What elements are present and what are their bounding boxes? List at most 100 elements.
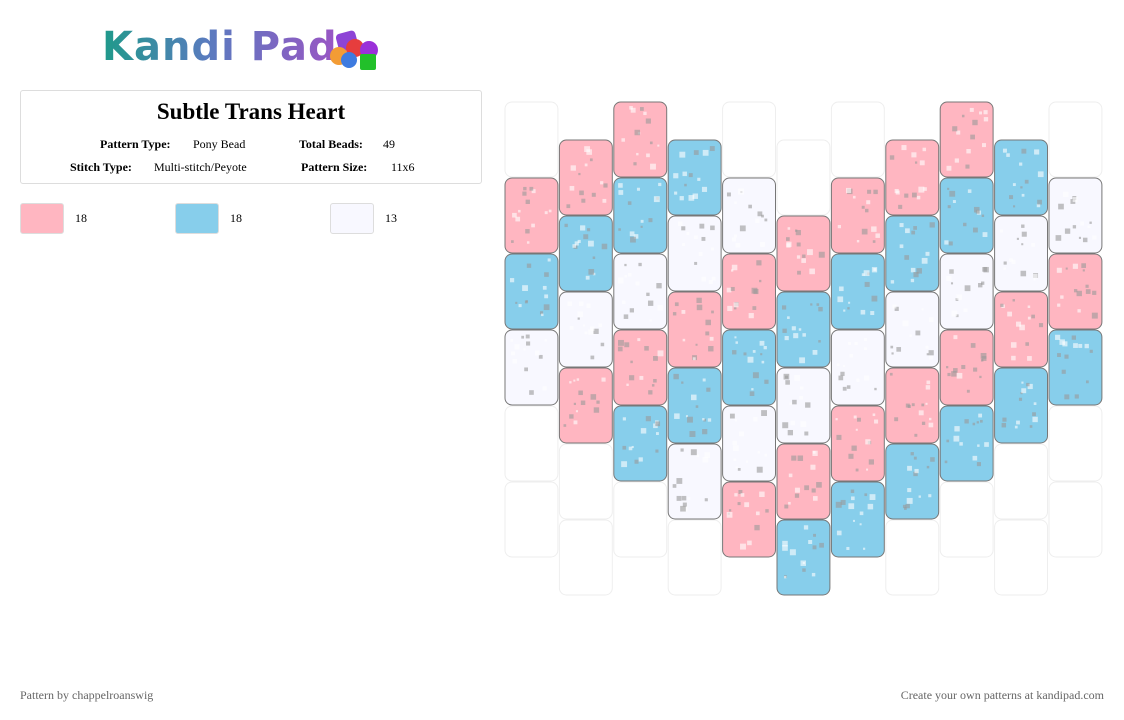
- bead-speckle: [1057, 353, 1061, 358]
- bead-speckle: [979, 375, 982, 379]
- bead-speckle: [802, 333, 806, 337]
- bead-speckle: [733, 234, 737, 238]
- bead-speckle: [584, 146, 591, 153]
- footer-link[interactable]: Create your own patterns at kandipad.com: [900, 688, 1104, 702]
- bead-speckle: [910, 452, 914, 456]
- logo[interactable]: Kandi Pad: [102, 24, 338, 70]
- bead-speckle: [564, 223, 568, 228]
- bead-speckle: [635, 281, 640, 286]
- bead-speckle: [639, 375, 644, 380]
- bead-speckle: [845, 187, 852, 194]
- bead-speckle: [848, 503, 855, 510]
- bead-speckle: [655, 421, 661, 427]
- bead-speckle: [644, 346, 649, 351]
- bead-speckle: [921, 308, 924, 311]
- bead-speckle: [1085, 284, 1089, 288]
- bead-speckle: [580, 400, 586, 406]
- bead-speckle: [764, 379, 769, 384]
- bead-speckle: [857, 417, 861, 422]
- bead-speckle: [699, 223, 705, 229]
- bead-speckle: [861, 228, 868, 235]
- bead-speckle: [1029, 425, 1033, 428]
- footer-credit: Pattern by chappelroanswig: [20, 688, 154, 702]
- bead-speckle: [687, 416, 693, 423]
- bead-speckle: [1024, 179, 1029, 184]
- bead-speckle: [577, 311, 583, 317]
- bead-speckle: [981, 214, 985, 218]
- bead-speckle: [951, 310, 958, 317]
- bead-speckle: [692, 193, 699, 199]
- bead-speckle: [703, 418, 706, 422]
- bead-speckle: [617, 346, 623, 352]
- empty-bead: [504, 481, 559, 558]
- bead-speckle: [984, 442, 989, 447]
- bead-speckle: [739, 225, 746, 232]
- bead-speckle: [726, 192, 731, 197]
- bead-speckle: [972, 119, 978, 126]
- bead-speckle: [526, 263, 532, 268]
- bead-speckle: [863, 547, 866, 550]
- bead-speckle: [788, 473, 793, 478]
- bead-speckle: [628, 446, 633, 451]
- bead-pattern: [504, 101, 1103, 596]
- bead-speckle: [869, 494, 876, 500]
- bead-speckle: [737, 502, 741, 506]
- bead-speckle: [914, 468, 919, 474]
- bead-speckle: [515, 301, 518, 304]
- bead-speckle: [975, 209, 980, 214]
- bead-speckle: [584, 163, 588, 167]
- bead-speckle: [1037, 199, 1042, 205]
- bead: [994, 139, 1048, 216]
- bead-speckle: [921, 403, 925, 407]
- bead-speckle: [761, 360, 765, 364]
- bead-speckle: [624, 275, 628, 278]
- bead-speckle: [650, 163, 656, 170]
- bead-speckle: [1078, 236, 1082, 239]
- bead-speckle: [515, 216, 521, 222]
- bead-speckle: [702, 418, 705, 421]
- bead-speckle: [914, 433, 918, 437]
- bead-speckle: [910, 278, 915, 283]
- bead-speckle: [865, 439, 871, 445]
- color-swatch: [330, 203, 374, 234]
- bead-speckle: [648, 218, 653, 223]
- bead-speckle: [785, 375, 789, 379]
- bead: [776, 215, 831, 292]
- bead: [667, 443, 722, 520]
- bead-speckle: [852, 195, 856, 199]
- bead-speckle: [786, 243, 791, 248]
- bead-speckle: [734, 493, 738, 497]
- empty-bead: [776, 139, 831, 216]
- bead-speckle: [760, 242, 765, 247]
- bead-speckle: [999, 229, 1004, 233]
- bead-speckle: [705, 319, 711, 326]
- bead-speckle: [645, 416, 651, 422]
- bead-speckle: [812, 496, 818, 501]
- bead-speckle: [836, 530, 842, 536]
- bead: [830, 329, 885, 406]
- bead-speckle: [566, 204, 571, 209]
- bead-speckle: [1080, 221, 1085, 226]
- bead-speckle: [588, 329, 594, 335]
- bead-speckle: [953, 335, 958, 340]
- bead-speckle: [816, 482, 822, 488]
- bead-speckle: [590, 326, 595, 331]
- bead-speckle: [946, 366, 949, 369]
- bead-speckle: [626, 383, 629, 386]
- bead-speckle: [522, 285, 528, 291]
- bead: [885, 215, 940, 292]
- bead-speckle: [926, 353, 929, 356]
- bead: [504, 177, 559, 254]
- bead-speckle: [759, 340, 765, 346]
- bead-speckle: [1082, 237, 1088, 243]
- bead-speckle: [848, 453, 854, 459]
- bead-speckle: [1084, 343, 1089, 349]
- bead-speckle: [653, 378, 657, 383]
- bead-speckle: [853, 415, 857, 419]
- bead-speckle: [812, 545, 817, 550]
- bead-speckle: [796, 242, 801, 247]
- bead-speckle: [1013, 205, 1016, 208]
- bead-speckle: [851, 445, 857, 451]
- bead-speckle: [539, 311, 544, 315]
- bead-speckle: [929, 222, 935, 228]
